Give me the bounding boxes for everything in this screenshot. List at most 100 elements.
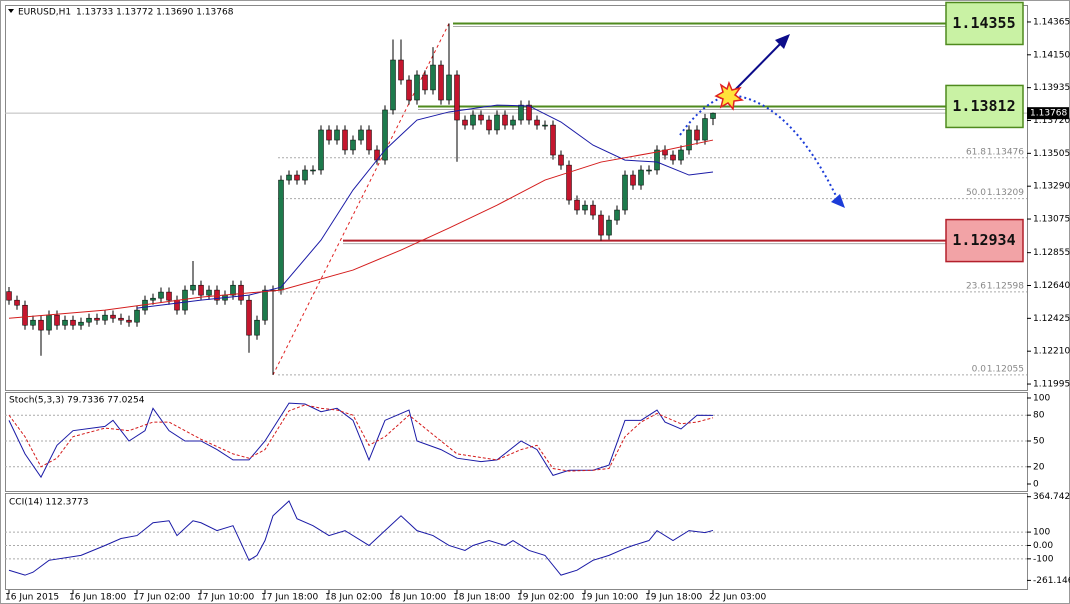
y-tick-label: 20 xyxy=(1033,462,1045,472)
y-tick-label: 1.12640 xyxy=(1033,281,1070,291)
stoch-panel xyxy=(5,392,1028,492)
y-tick-label: 0.00 xyxy=(1033,541,1053,551)
y-tick-label: 1.13720 xyxy=(1033,116,1070,126)
candle-body xyxy=(238,284,244,301)
candle-body xyxy=(526,104,532,121)
candle-body xyxy=(414,74,420,101)
x-tick-label: 19 Jun 10:00 xyxy=(581,593,638,603)
fib-price: 1.12598 xyxy=(987,281,1024,291)
arrow-head xyxy=(775,34,790,49)
candle-body xyxy=(302,169,308,181)
projection xyxy=(679,34,845,208)
candle-body xyxy=(278,179,284,291)
stoch-title: Stoch(5,3,3) 79.7336 77.0254 xyxy=(9,396,145,406)
candle-body xyxy=(478,114,484,121)
candle-body xyxy=(174,299,180,311)
fib-price: 1.13209 xyxy=(987,188,1024,198)
candle-body xyxy=(622,174,628,211)
candle-body xyxy=(6,291,12,301)
x-tick-label: 18 Jun 18:00 xyxy=(453,593,510,603)
candle-body xyxy=(94,317,100,321)
candle-body xyxy=(350,139,356,151)
candle-body xyxy=(182,289,188,311)
candle-body xyxy=(422,74,428,91)
candle-body xyxy=(606,219,612,236)
level-box xyxy=(945,218,1024,263)
y-tick-label: 1.14365 xyxy=(1033,17,1070,27)
indicator-line xyxy=(136,104,714,309)
candle-body xyxy=(22,304,28,326)
x-tick-label: 18 Jun 10:00 xyxy=(389,593,446,603)
main-panel xyxy=(5,5,1028,391)
x-tick-label: 19 Jun 02:00 xyxy=(517,593,574,603)
candle-body xyxy=(262,289,268,321)
y-tick-label: -100 xyxy=(1033,554,1054,564)
fib-price: 1.12055 xyxy=(987,364,1024,374)
candle-body xyxy=(542,124,548,127)
candle-body xyxy=(246,299,252,336)
indicator-line xyxy=(8,139,714,319)
candle-body xyxy=(310,169,316,172)
candle-body xyxy=(430,64,436,91)
candle-body xyxy=(286,174,292,181)
x-tick-label: 17 Jun 18:00 xyxy=(261,593,318,603)
candle-body xyxy=(14,299,20,306)
level-box xyxy=(945,84,1024,129)
candle-body xyxy=(110,314,116,319)
candle-body xyxy=(566,164,572,201)
candle-body xyxy=(614,209,620,221)
candle-body xyxy=(366,129,372,151)
candle-body xyxy=(230,284,236,296)
candle-body xyxy=(454,74,460,121)
candle-body xyxy=(46,314,52,331)
chart-title: EURUSD,H1 xyxy=(18,8,71,18)
candle-body xyxy=(710,112,716,119)
y-tick-label: 1.12210 xyxy=(1033,347,1070,357)
candle-body xyxy=(126,319,132,323)
candle-body xyxy=(190,284,196,291)
candle-body xyxy=(30,319,36,326)
y-tick-label: 1.11995 xyxy=(1033,380,1070,390)
candle-body xyxy=(398,59,404,81)
x-tick-label: 18 Jun 02:00 xyxy=(325,593,382,603)
candle-body xyxy=(670,154,676,161)
cci-title: CCI(14) 112.3773 xyxy=(9,498,89,508)
candle-body xyxy=(494,114,500,131)
y-tick-label: -261.146 xyxy=(1033,576,1070,586)
y-tick-label: 1.13075 xyxy=(1033,215,1070,225)
fib-price: 1.13476 xyxy=(987,147,1024,157)
y-tick-label: 1.13290 xyxy=(1033,182,1070,192)
level-label: 1.14355 xyxy=(952,14,1015,32)
y-tick-label: 1.13935 xyxy=(1033,83,1070,93)
candle-body xyxy=(694,129,700,141)
y-tick-label: 1.13505 xyxy=(1033,149,1070,159)
candle-body xyxy=(254,319,260,336)
candle-body xyxy=(78,321,84,326)
x-tick-label: 17 Jun 10:00 xyxy=(197,593,254,603)
y-tick-label: 1.12855 xyxy=(1033,248,1070,258)
candle-body xyxy=(70,319,76,326)
candle-body xyxy=(166,291,172,301)
candle-body xyxy=(86,317,92,323)
indicator-line xyxy=(8,500,714,576)
candle-body xyxy=(686,129,692,151)
candle-body xyxy=(470,114,476,126)
candle-body xyxy=(102,314,108,321)
candle-body xyxy=(54,314,60,326)
candle-body xyxy=(342,129,348,151)
candle-body xyxy=(702,118,708,141)
x-tick-label: 22 Jun 03:00 xyxy=(709,593,766,603)
candle-body xyxy=(390,59,396,111)
candle-body xyxy=(598,214,604,236)
candle-body xyxy=(150,297,156,301)
candle-body xyxy=(462,119,468,126)
candle-body xyxy=(654,149,660,171)
x-tick-label: 19 Jun 18:00 xyxy=(645,593,702,603)
candle-body xyxy=(518,104,524,121)
x-tick-label: 16 Jun 18:00 xyxy=(69,593,126,603)
y-tick-label: 80 xyxy=(1033,411,1045,421)
candle-body xyxy=(638,169,644,186)
x-tick-label: 17 Jun 02:00 xyxy=(133,593,190,603)
y-tick-label: 1.14150 xyxy=(1033,50,1070,60)
